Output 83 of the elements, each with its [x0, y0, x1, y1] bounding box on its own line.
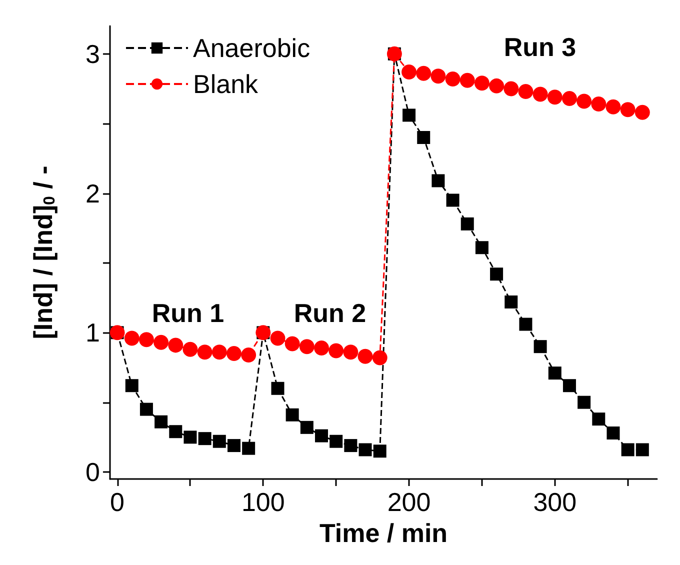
point [474, 76, 490, 91]
point [592, 412, 606, 426]
point [489, 78, 504, 94]
point [430, 68, 446, 84]
point [562, 90, 577, 106]
point [636, 443, 649, 456]
y-axis-title: [Ind] / [Ind]0 / - [28, 166, 58, 340]
point [606, 426, 620, 440]
point [212, 434, 226, 448]
x-axis-title: Time / min [319, 518, 448, 548]
point [446, 194, 460, 207]
point [620, 102, 636, 118]
point [241, 347, 256, 362]
point [314, 340, 330, 356]
point [154, 334, 169, 350]
x-tick-label: 100 [241, 487, 285, 517]
point [125, 379, 138, 392]
point [124, 330, 140, 346]
point [300, 420, 314, 434]
point [518, 84, 534, 100]
legend-label: Blank [193, 69, 260, 99]
point [182, 342, 198, 357]
point [534, 340, 547, 354]
y-tick-label: 1 [86, 318, 100, 348]
point [140, 402, 153, 416]
annotation: Run 1 [152, 298, 224, 328]
point [532, 86, 548, 102]
point [460, 72, 475, 88]
point [621, 443, 634, 456]
point [138, 332, 154, 348]
point [328, 343, 344, 358]
point [343, 344, 358, 360]
point [344, 439, 358, 452]
x-tick-label: 0 [110, 487, 125, 517]
point [576, 94, 592, 109]
point [562, 379, 576, 392]
point [578, 396, 591, 409]
point [432, 174, 445, 188]
point [373, 444, 386, 458]
point [358, 443, 372, 456]
point [168, 338, 184, 353]
point [197, 344, 212, 360]
legend-label: Anaerobic [193, 33, 310, 63]
point [402, 64, 417, 80]
point [547, 90, 562, 105]
x-tick-label: 200 [387, 487, 431, 517]
point [504, 295, 518, 308]
point [416, 66, 432, 81]
point [242, 442, 256, 455]
point [284, 336, 300, 352]
point [226, 346, 242, 362]
annotation: Run 3 [504, 32, 576, 62]
point [606, 99, 621, 114]
point [475, 241, 488, 254]
point [372, 350, 388, 366]
point [154, 415, 168, 428]
point [591, 96, 606, 112]
point [169, 425, 182, 438]
point [402, 108, 416, 122]
point [358, 348, 373, 364]
point [271, 382, 284, 395]
point [184, 430, 197, 444]
point [212, 344, 227, 360]
point [330, 434, 343, 448]
annotation: Run 2 [294, 298, 366, 328]
point [417, 131, 430, 144]
point [227, 439, 240, 452]
point [634, 104, 650, 120]
y-tick-label: 3 [86, 38, 100, 69]
point [445, 71, 460, 86]
point [315, 429, 328, 442]
point [490, 268, 504, 281]
point [519, 318, 532, 331]
y-tick-label: 0 [86, 457, 100, 488]
point [299, 339, 314, 354]
point [548, 366, 562, 380]
point [198, 432, 212, 446]
point [270, 330, 286, 346]
point [504, 81, 519, 96]
x-tick-label: 300 [533, 487, 577, 517]
point [460, 217, 474, 230]
point [286, 408, 299, 422]
y-tick-label: 2 [86, 178, 100, 208]
